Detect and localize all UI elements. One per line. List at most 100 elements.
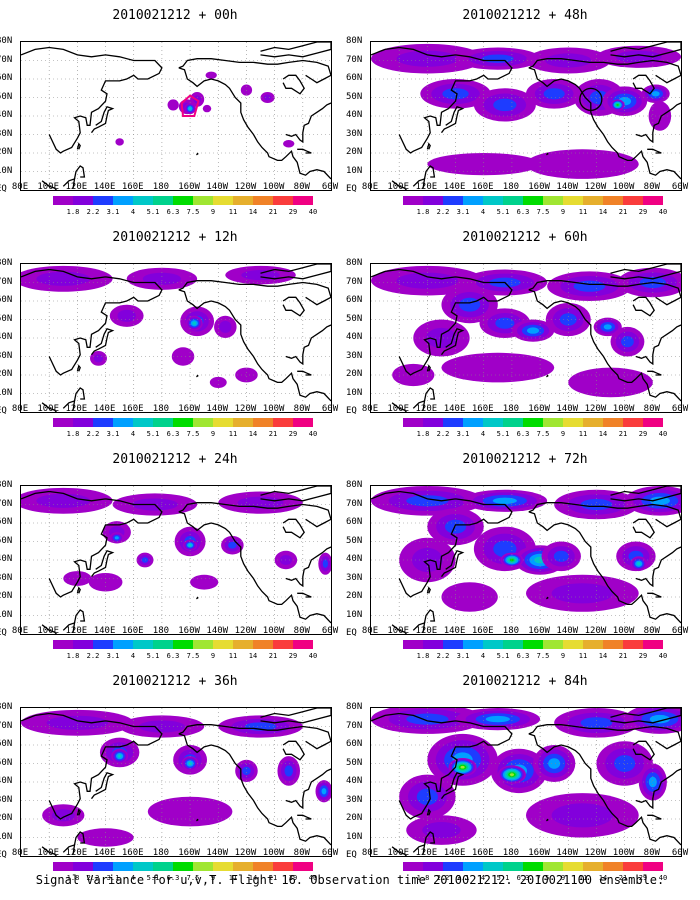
variance-contour [493,98,517,112]
colorbar-label: 5.1 [496,430,510,438]
coastline [76,808,81,816]
colorbar-label: 5.1 [496,652,510,660]
colorbar-label: 7.5 [536,874,550,882]
variance-contour [219,320,232,333]
coastline [391,402,408,412]
latitude-label: 10N [0,831,13,842]
longitude-label: 160W [178,182,200,192]
coastline [297,370,312,376]
colorbar [403,418,663,427]
colorbar-swatch [253,640,273,649]
latitude-label: 20N [346,369,363,379]
coastline [196,818,199,822]
colorbar-label: 4 [130,874,136,882]
colorbar [403,196,663,205]
colorbar-swatch [133,196,153,205]
colorbar-label: 9 [210,430,216,438]
variance-contour [283,140,295,148]
variance-contour [202,104,212,113]
longitude-label: 80E [361,848,379,858]
longitude-label: 80W [293,626,310,636]
colorbar-label: 40 [308,874,318,882]
longitude-label: 160W [528,182,550,192]
longitude-label: 100E [387,404,410,414]
latitude-label: 10N [0,387,13,398]
map-panel: 2010021212 + 36h 80N 70N 60N 50N 40N 30N 20N 10N… [0,666,350,888]
latitude-label: 10N [346,165,363,176]
longitude-label: 160W [178,848,200,858]
longitude-label: 120E [65,848,88,858]
coastline [90,550,115,578]
map-svg [371,42,681,190]
latitude-label: 20N [0,813,13,823]
coastline [635,768,681,810]
coastline [423,609,436,624]
longitude-label: 100E [387,626,410,636]
coastline [391,180,408,190]
longitude-label: 140E [93,404,116,414]
map-svg [371,708,681,856]
colorbar-swatch [583,196,603,205]
latitude-label: 80N [0,258,13,268]
colorbar-label: 7.5 [536,652,550,660]
panel-title: 2010021212 + 36h [112,674,238,689]
colorbar-label: 14 [248,430,258,438]
colorbar-label: 21 [618,652,628,660]
colorbar-swatch [463,418,483,427]
variance-contour [36,271,91,286]
longitude-label: 80E [11,182,29,192]
coastline [73,387,86,402]
coastline [528,58,681,84]
longitude-label: 160E [121,848,144,858]
panel-title: 2010021212 + 24h [112,452,238,467]
coastline [196,152,199,156]
coastline [546,818,549,822]
colorbar-swatch [153,640,173,649]
latitude-label: 70N [0,720,13,731]
colorbar-label: 6.3 [166,430,180,438]
longitude-label: 120E [65,182,88,192]
latitude-label: 10N [346,831,363,842]
variance-contour [481,54,514,63]
colorbar-swatch [293,418,313,427]
map-area [20,41,332,191]
colorbar-swatch [113,196,133,205]
colorbar-swatch [233,862,253,871]
coastline [528,67,681,180]
longitude-label: 160E [471,626,494,636]
variance-contour [427,153,541,176]
colorbar-swatch [193,196,213,205]
colorbar-swatch [463,640,483,649]
coastline [412,843,426,855]
colorbar-label: 4 [130,652,136,660]
colorbar-label: 40 [658,652,668,660]
longitude-label: 100W [262,182,285,192]
colorbar-label: 6.3 [516,430,530,438]
longitude-label: 180 [502,404,520,414]
colorbar-swatch [483,196,503,205]
colorbar-swatch [403,862,423,871]
map-panel: 2010021212 + 60h 80N 70N 60N 50N 40N 30N 20N 10N… [346,222,700,444]
longitude-label: 140W [556,626,579,636]
latitude-label: 80N [346,258,363,268]
colorbar-swatch [643,196,663,205]
map-panel: 2010021212 + 12h 80N 70N 60N 50N 40N 30N 20N 10N… [0,222,350,444]
longitude-label: 100E [37,404,60,414]
variance-contour [568,367,653,398]
coastline [73,609,86,624]
coastline [635,102,681,144]
colorbar-label: 11 [228,430,238,438]
colorbar-swatch [563,640,583,649]
coastline [178,511,331,624]
latitude-label: 20N [0,147,13,157]
latitude-label: 40N [346,110,363,120]
coastline [196,596,199,600]
colorbar-swatch [423,862,443,871]
map-area [20,263,332,413]
colorbar-swatch [73,862,93,871]
colorbar-label: 29 [638,208,648,216]
colorbar-swatch [233,640,253,649]
colorbar-label: 21 [268,430,278,438]
longitude-label: 160E [471,182,494,192]
longitude-label: 160W [178,626,200,636]
